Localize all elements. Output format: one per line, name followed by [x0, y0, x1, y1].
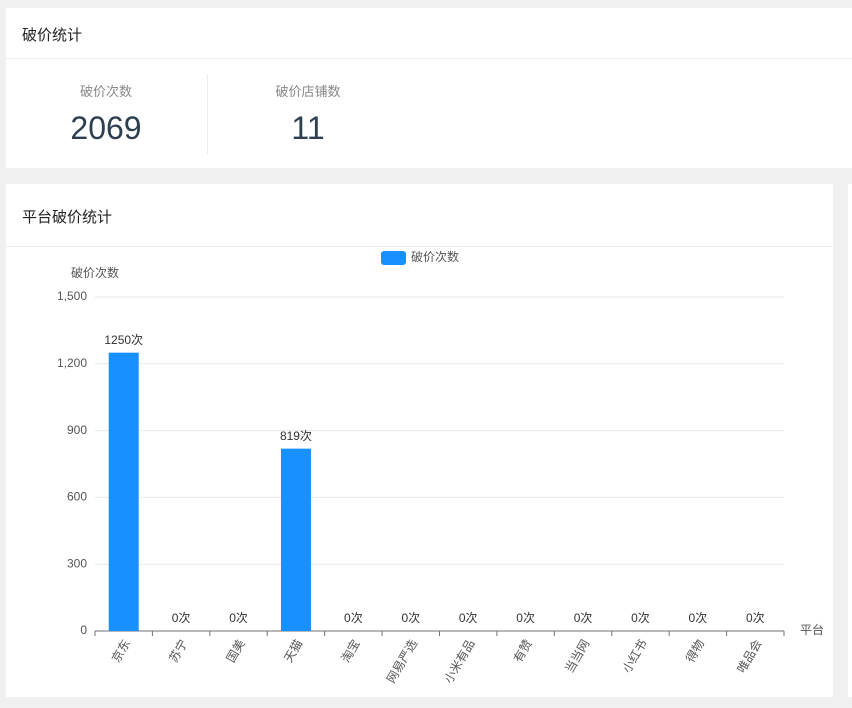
x-axis-label: 平台: [800, 622, 824, 637]
x-tick-label: 国美: [224, 637, 248, 665]
value-label: 0次: [574, 611, 593, 625]
y-tick-label: 1,500: [57, 289, 87, 303]
x-tick-label: 淘宝: [339, 637, 363, 665]
value-label: 0次: [401, 611, 420, 625]
stat-label: 破价次数: [79, 84, 132, 99]
legend-swatch: [381, 251, 406, 265]
x-tick-label: 小红书: [619, 637, 650, 676]
y-tick-label: 900: [67, 423, 87, 437]
y-tick-label: 1,200: [57, 356, 87, 370]
bar: [280, 448, 311, 631]
value-label: 0次: [631, 611, 650, 625]
value-label: 0次: [172, 611, 191, 625]
divider: [6, 246, 833, 247]
y-axis-label: 破价次数: [71, 265, 119, 280]
x-tick-label: 得物: [682, 637, 707, 665]
value-label: 0次: [516, 611, 535, 625]
x-tick-label: 唯品会: [735, 637, 765, 675]
divider: [6, 58, 852, 59]
x-tick-label: 小米有品: [441, 637, 477, 686]
x-tick-label: 有赞: [511, 637, 535, 665]
value-label: 0次: [459, 611, 478, 625]
value-label: 0次: [229, 611, 248, 625]
y-tick-label: 0: [80, 623, 87, 637]
x-tick-label: 苏宁: [165, 637, 190, 665]
x-tick-label: 当当网: [562, 637, 592, 675]
chart-card: 平台破价统计: [6, 184, 833, 697]
card-title: 平台破价统计: [22, 209, 113, 226]
bar: [108, 352, 139, 631]
stat-label: 破价店铺数: [275, 84, 341, 99]
stat-value: 11: [291, 110, 325, 146]
x-tick-label: 京东: [109, 637, 133, 665]
value-label: 0次: [344, 611, 363, 625]
value-label: 0次: [746, 611, 765, 625]
card-title: 破价统计: [22, 27, 83, 44]
x-tick-label: 天猫: [281, 637, 305, 665]
x-tick-label: 网易严选: [384, 637, 420, 686]
y-tick-label: 300: [67, 556, 87, 570]
side-card: [848, 184, 852, 697]
divider: [207, 74, 208, 154]
stat-value: 2069: [70, 110, 142, 146]
y-tick-label: 600: [67, 490, 87, 504]
value-label: 0次: [689, 611, 708, 625]
value-label: 1250次: [104, 333, 143, 347]
legend-label: 破价次数: [411, 249, 459, 264]
summary-card: 破价统计 破价次数 2069 破价店铺数 11: [6, 8, 852, 168]
value-label: 819次: [280, 429, 312, 443]
